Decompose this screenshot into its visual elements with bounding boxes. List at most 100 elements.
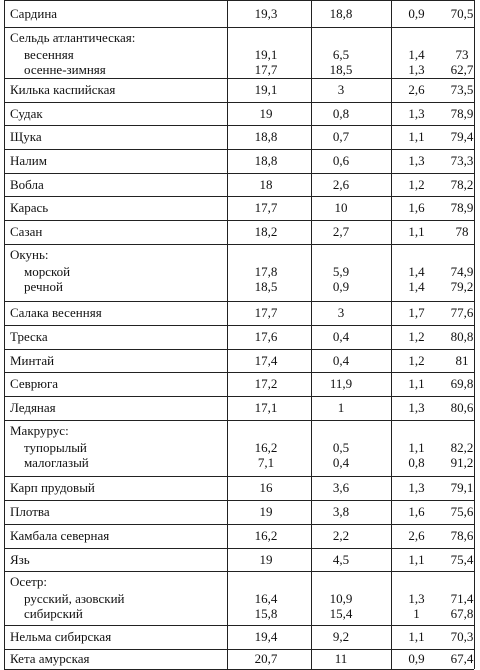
cell-v4: 79,1	[450, 480, 474, 495]
cell-v3: 1,6	[408, 504, 425, 519]
row-name: Карась	[10, 200, 49, 215]
nutrition-table: Сардина 19,3 18,8 0,9 70,5 Сельдь атлантическ…	[4, 0, 475, 670]
cell-v2: 11,9	[329, 376, 353, 391]
cell-v4: 79,4	[450, 129, 474, 144]
table-subrow: сибирский 15,8 15,4 1 67,8	[4, 606, 474, 622]
cell-v3: 1,1	[408, 629, 425, 644]
row-rule	[4, 27, 474, 28]
cell-v4: 75,4	[450, 552, 474, 567]
cell-v3: 1,1	[408, 224, 425, 239]
row-name: Сазан	[10, 224, 43, 239]
cell-v4: 62,7	[450, 62, 474, 77]
row-name: Ледяная	[10, 400, 56, 415]
cell-v2: 3,6	[332, 480, 350, 495]
cell-v2: 18,8	[329, 6, 353, 21]
table-row: Сардина 19,3 18,8 0,9 70,5	[4, 6, 474, 22]
cell-v1: 19,1	[254, 47, 278, 62]
cell-v2: 3,8	[332, 504, 350, 519]
cell-v1: 16	[259, 480, 273, 495]
cell-v3: 0,9	[408, 6, 425, 21]
cell-v1: 19,3	[254, 6, 278, 21]
row-rule	[4, 125, 474, 126]
cell-v1: 18,8	[254, 129, 278, 144]
cell-v4: 74,9	[450, 264, 474, 279]
cell-v3: 1,4	[408, 279, 425, 294]
row-rule	[4, 396, 474, 397]
cell-v4: 73,3	[450, 153, 474, 168]
cell-v4: 82,2	[450, 440, 474, 455]
cell-v3: 2,6	[408, 528, 425, 543]
cell-v1: 15,8	[254, 606, 278, 621]
row-rule	[4, 548, 474, 549]
subrow-name: речной	[24, 279, 63, 294]
cell-v2: 0,9	[332, 279, 350, 294]
cell-v4: 73,5	[450, 82, 474, 97]
cell-v4: 78,9	[450, 200, 474, 215]
table-row: Салака весенняя 17,7 3 1,7 77,6	[4, 305, 474, 321]
cell-v3: 1,4	[408, 47, 425, 62]
table-row: Язь 19 4,5 1,1 75,4	[4, 552, 474, 568]
cell-v1: 18,8	[254, 153, 278, 168]
row-name: Вобла	[10, 177, 44, 192]
cell-v4: 69,8	[450, 376, 474, 391]
cell-v1: 17,7	[254, 305, 278, 320]
row-name: Карп прудовый	[10, 480, 95, 495]
row-rule	[4, 349, 474, 350]
subrow-name: тупорылый	[24, 440, 87, 455]
row-rule	[4, 325, 474, 326]
cell-v4: 78	[455, 224, 469, 239]
row-rule	[4, 500, 474, 501]
table-row: Окунь:	[4, 247, 474, 263]
row-rule	[4, 0, 474, 1]
row-name: Плотва	[10, 504, 50, 519]
row-name: Минтай	[10, 353, 55, 368]
row-name: Макрурус:	[10, 423, 69, 438]
table-row: Минтай 17,4 0,4 1,2 81	[4, 353, 474, 369]
cell-v3: 1,3	[408, 591, 425, 606]
row-name: Сельдь атлантическая:	[10, 30, 136, 45]
cell-v2: 5,9	[332, 264, 350, 279]
column-rule	[474, 0, 475, 669]
row-rule	[4, 244, 474, 245]
cell-v2: 0,4	[332, 329, 350, 344]
cell-v3: 1,1	[408, 129, 425, 144]
table-row: Осетр:	[4, 574, 474, 590]
cell-v1: 17,4	[254, 353, 278, 368]
cell-v1: 18,5	[254, 279, 278, 294]
table-row: Налим 18,8 0,6 1,3 73,3	[4, 153, 474, 169]
cell-v2: 4,5	[332, 552, 350, 567]
table-row: Плотва 19 3,8 1,6 75,6	[4, 504, 474, 520]
table-subrow: речной 18,5 0,9 1,4 79,2	[4, 279, 474, 295]
row-rule	[4, 571, 474, 572]
row-rule	[4, 220, 474, 221]
cell-v1: 20,7	[254, 651, 278, 666]
row-name: Сардина	[10, 6, 58, 21]
table-row: Треска 17,6 0,4 1,2 80,8	[4, 329, 474, 345]
row-rule	[4, 173, 474, 174]
cell-v1: 16,2	[254, 440, 278, 455]
table-row: Кета амурская 20,7 11 0,9 67,4	[4, 651, 474, 667]
cell-v2: 10	[334, 200, 348, 215]
subrow-name: русский, азовский	[24, 591, 125, 606]
cell-v2: 2,6	[332, 177, 350, 192]
cell-v2: 11	[334, 651, 348, 666]
subrow-name: весенняя	[24, 47, 74, 62]
row-rule	[4, 625, 474, 626]
cell-v2: 10,9	[329, 591, 353, 606]
cell-v1: 19,1	[254, 82, 278, 97]
cell-v1: 17,7	[254, 62, 278, 77]
table-subrow: тупорылый 16,2 0,5 1,1 82,2	[4, 440, 474, 456]
cell-v2: 0,8	[332, 106, 350, 121]
cell-v3: 1,3	[408, 153, 425, 168]
cell-v4: 77,6	[450, 305, 474, 320]
cell-v4: 73	[455, 47, 469, 62]
cell-v3: 1,3	[408, 400, 425, 415]
cell-v3: 1,1	[408, 376, 425, 391]
cell-v4: 75,6	[450, 504, 474, 519]
row-name: Камбала северная	[10, 528, 110, 543]
cell-v3: 1,1	[408, 552, 425, 567]
cell-v3: 1,2	[408, 329, 425, 344]
cell-v2: 2,2	[332, 528, 350, 543]
row-rule	[4, 372, 474, 373]
cell-v4: 78,2	[450, 177, 474, 192]
